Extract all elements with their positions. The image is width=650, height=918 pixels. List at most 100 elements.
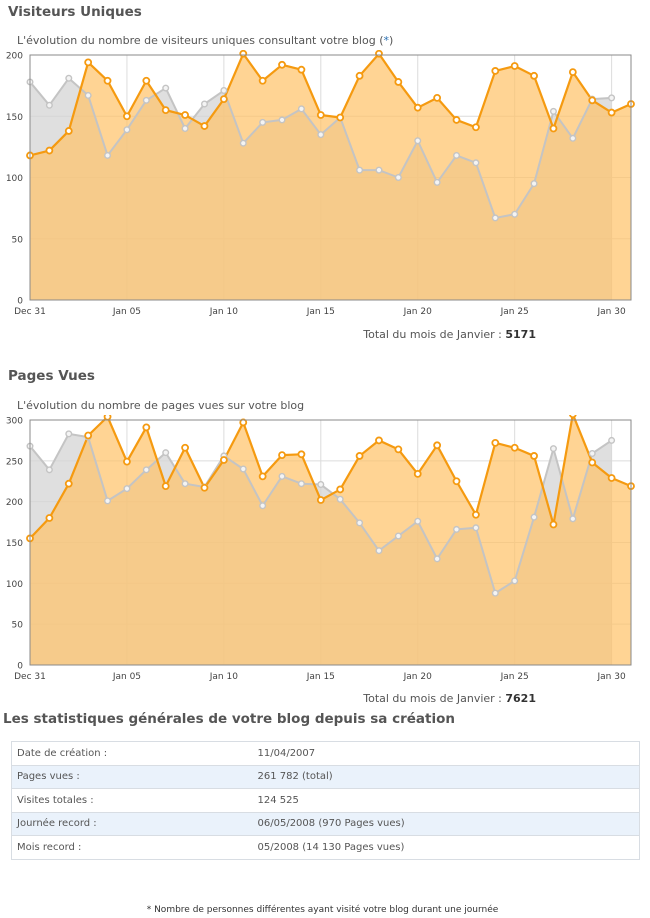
point-current (375, 436, 383, 445)
y-tick-label: 150 (6, 113, 23, 123)
point-previous (278, 116, 286, 124)
visitors-subtitle: L'évolution du nombre de visiteurs uniqu… (17, 34, 394, 47)
point-previous (317, 481, 325, 489)
point-previous (530, 513, 538, 521)
point-current (142, 76, 151, 85)
y-tick-label: 50 (12, 621, 24, 631)
point-current (45, 146, 54, 155)
y-tick-label: 150 (6, 539, 23, 549)
point-current (607, 108, 616, 117)
x-tick-label: Jan 20 (403, 307, 432, 317)
point-current (297, 65, 306, 74)
x-tick-label: Jan 15 (306, 672, 335, 682)
point-current (530, 452, 538, 460)
point-current (278, 60, 286, 69)
x-tick-label: Jan 05 (112, 307, 141, 317)
point-current (491, 438, 500, 447)
visitors-title: Visiteurs Uniques (8, 4, 142, 20)
point-current (569, 415, 577, 419)
pageviews-total-value: 7621 (505, 692, 536, 705)
point-previous (317, 131, 325, 139)
point-previous (433, 178, 441, 186)
point-previous (375, 166, 383, 174)
point-previous (356, 166, 364, 174)
point-previous (239, 139, 247, 147)
point-previous (394, 532, 402, 540)
point-previous (297, 105, 305, 113)
point-current (239, 50, 248, 58)
stats-row: Pages vues :261 782 (total) (11, 764, 640, 789)
point-previous (608, 94, 616, 102)
point-current (123, 112, 131, 121)
pageviews-total: Total du mois de Janvier : 7621 (363, 692, 536, 705)
point-previous (472, 159, 480, 167)
y-tick-label: 200 (6, 52, 23, 62)
point-current (161, 482, 170, 491)
stats-label: Date de création : (11, 741, 253, 766)
point-current (491, 67, 500, 75)
point-current (588, 96, 597, 105)
point-current (336, 485, 345, 494)
point-previous (356, 519, 364, 527)
x-tick-label: Jan 20 (403, 672, 432, 682)
point-previous (375, 547, 383, 555)
point-current (45, 514, 54, 522)
pageviews-chart: 0 50 100 150 200 250 300 Dec 31 Jan 05 Jan 10 Jan … (6, 415, 635, 682)
point-previous (278, 472, 286, 480)
footnote-link[interactable]: * (383, 34, 389, 47)
point-previous (433, 555, 441, 563)
point-previous (549, 445, 557, 453)
stats-value: 124 525 (252, 788, 640, 813)
stats-value: 261 782 (total) (252, 764, 640, 789)
point-previous (200, 100, 208, 108)
point-previous (104, 497, 112, 505)
x-tick-label: Jan 10 (209, 307, 238, 317)
point-current (161, 106, 170, 115)
point-current (200, 122, 209, 130)
point-previous (123, 126, 131, 134)
point-current (103, 415, 112, 421)
point-current (549, 520, 558, 529)
point-previous (104, 151, 112, 159)
point-current (530, 71, 538, 80)
point-previous (181, 124, 189, 132)
x-tick-label: Jan 30 (597, 672, 626, 682)
y-tick-label: 0 (17, 297, 23, 307)
point-current (84, 431, 93, 440)
stats-row: Visites totales :124 525 (11, 788, 640, 813)
point-previous (414, 137, 422, 145)
stats-value: 05/2008 (14 130 Pages vues) (252, 835, 640, 860)
point-current (278, 451, 286, 460)
stats-row: Date de création :11/04/2007 (11, 741, 640, 766)
point-current (239, 418, 248, 427)
point-previous (142, 96, 150, 104)
point-current (355, 452, 364, 460)
point-previous (511, 210, 519, 218)
point-previous (142, 466, 150, 474)
point-previous (65, 430, 73, 438)
point-previous (65, 74, 73, 82)
point-previous (45, 101, 53, 109)
x-tick-label: Jan 25 (500, 307, 529, 317)
stats-value: 06/05/2008 (970 Pages vues) (252, 811, 640, 836)
point-previous (472, 524, 480, 532)
point-previous (549, 107, 557, 115)
point-previous (394, 173, 402, 181)
y-tick-label: 100 (6, 174, 23, 184)
point-current (316, 111, 325, 119)
x-tick-label: Jan 25 (500, 672, 529, 682)
point-current (568, 68, 577, 77)
plot-border (29, 419, 632, 666)
point-current (258, 472, 267, 481)
point-current (433, 93, 442, 102)
point-previous (530, 180, 538, 188)
point-current (355, 71, 364, 80)
x-tick-label: Jan 30 (597, 307, 626, 317)
point-previous (336, 495, 344, 503)
x-tick-label: Dec 31 (14, 307, 46, 317)
stats-label: Visites totales : (11, 788, 253, 813)
stats-label: Journée record : (11, 811, 253, 836)
point-current (510, 62, 519, 70)
stats-title: Les statistiques générales de votre blog… (3, 711, 456, 727)
point-current (452, 477, 461, 486)
